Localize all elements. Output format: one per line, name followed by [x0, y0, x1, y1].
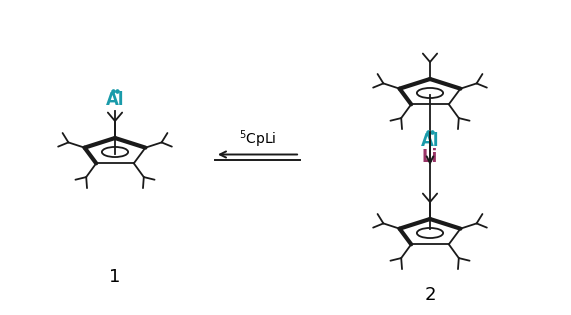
Text: 1: 1: [109, 268, 120, 286]
Text: Al: Al: [106, 91, 124, 109]
Text: Li: Li: [422, 148, 438, 166]
Text: 2: 2: [424, 286, 436, 304]
Text: $^5$CpLi: $^5$CpLi: [239, 128, 276, 150]
Text: Al: Al: [421, 132, 439, 150]
